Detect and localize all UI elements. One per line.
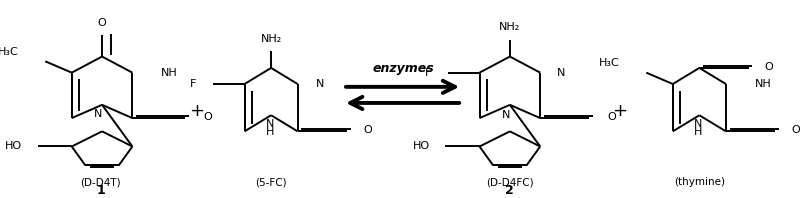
Text: O: O: [98, 18, 106, 29]
Text: O: O: [608, 112, 617, 122]
Text: N: N: [502, 110, 510, 120]
Text: +: +: [612, 102, 627, 120]
Text: N: N: [558, 68, 566, 78]
Text: (D-D4T): (D-D4T): [80, 177, 121, 188]
Text: 2: 2: [506, 185, 514, 197]
Text: NH: NH: [754, 79, 771, 89]
Text: HO: HO: [6, 142, 22, 151]
Text: (D-D4FC): (D-D4FC): [486, 177, 534, 188]
Text: +: +: [190, 102, 204, 120]
Text: 1: 1: [96, 185, 105, 197]
Text: HO: HO: [413, 142, 430, 151]
Text: H: H: [266, 127, 274, 137]
Text: O: O: [791, 125, 800, 135]
Text: H: H: [694, 127, 702, 137]
Text: NH₂: NH₂: [499, 22, 521, 32]
Text: H₃C: H₃C: [599, 58, 620, 68]
Text: N: N: [694, 119, 702, 129]
Text: N: N: [316, 79, 325, 89]
Text: F: F: [190, 79, 196, 89]
Text: N: N: [94, 109, 102, 119]
Text: (thymine): (thymine): [674, 177, 725, 188]
Text: O: O: [363, 125, 372, 135]
Text: NH₂: NH₂: [261, 34, 282, 44]
Text: enzymes: enzymes: [372, 62, 434, 75]
Text: (5-FC): (5-FC): [255, 177, 287, 188]
Text: N: N: [266, 119, 274, 129]
Text: NH: NH: [161, 68, 178, 78]
Text: F: F: [425, 68, 431, 78]
Text: O: O: [204, 112, 213, 122]
Text: H₃C: H₃C: [0, 47, 18, 57]
Text: O: O: [765, 62, 774, 72]
